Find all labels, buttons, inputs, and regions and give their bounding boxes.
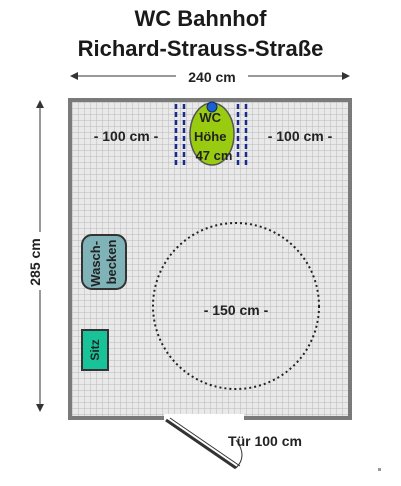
width-dimension-label: 240 cm [188,69,235,85]
height-dimension: 285 cm [27,100,44,412]
sink: Wasch- becken [81,234,127,290]
door-gap [164,414,244,422]
svg-text:WC Höhe 47 cm: WC Höhe 47 cm [194,110,233,163]
turning-circle-label: - 150 cm - [204,302,269,318]
sink-label-line-2: becken [104,240,119,285]
turning-circle: - 150 cm - [152,222,320,390]
wc-flush-button-icon [206,101,218,113]
height-dimension-label: 285 cm [27,238,43,285]
left-clearance-label: - 100 cm - [94,128,159,144]
seat-label: Sitz [88,339,102,360]
seat-block [81,329,109,371]
wc-label-line-1: WC [199,110,221,125]
door-label: Tür 100 cm [228,433,302,449]
title-line-1: WC Bahnhof [134,6,267,31]
sink-basin [81,234,127,290]
right-clearance-label: - 100 cm - [268,128,333,144]
title-line-2: Richard-Strauss-Straße [77,36,324,61]
corner-mark [378,468,381,471]
width-dimension: 240 cm [70,69,350,85]
door [165,417,243,470]
wc-toilet: WC Höhe 47 cm [189,101,235,166]
sink-label-line-1: Wasch- [88,241,103,287]
clearance-marks [174,104,248,168]
seat: Sitz [81,329,109,371]
wc-label-line-3: 47 cm [196,148,233,163]
svg-text:Wasch- becken: Wasch- becken [88,237,119,286]
wc-label-line-2: Höhe [194,129,227,144]
